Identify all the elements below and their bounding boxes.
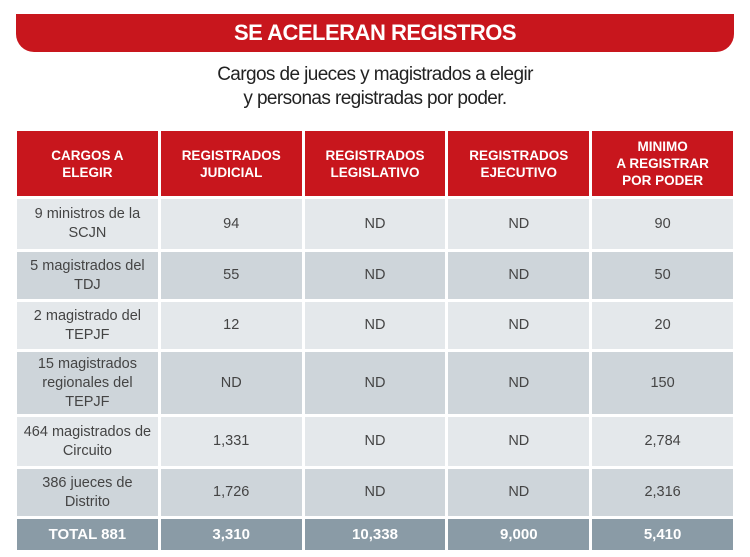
value-cell: 90: [592, 199, 733, 249]
table-row: 15 magistrados regionales del TEPJF ND ND N…: [17, 352, 733, 414]
value-cell: 50: [592, 252, 733, 299]
table-row: 9 ministros de la SCJN 94 ND ND 90: [17, 199, 733, 249]
value-cell: ND: [304, 469, 446, 516]
value-cell: ND: [448, 199, 590, 249]
header-legislativo: REGISTRADOS LEGISLATIVO: [304, 131, 446, 196]
value-cell: 2,316: [592, 469, 733, 516]
header-minimo: MINIMO A REGISTRAR POR PODER: [592, 131, 733, 196]
data-table: CARGOS A ELEGIR REGISTRADOS JUDICIAL REGISTR…: [14, 128, 736, 553]
cargo-cell: 15 magistrados regionales del TEPJF: [17, 352, 158, 414]
value-cell: ND: [448, 252, 590, 299]
value-cell: ND: [304, 417, 446, 466]
subtitle-line: Cargos de jueces y magistrados a elegir: [217, 64, 533, 85]
value-cell: ND: [304, 252, 446, 299]
value-cell: 1,726: [160, 469, 302, 516]
value-cell: ND: [304, 302, 446, 349]
value-cell: 2,784: [592, 417, 733, 466]
header-ejecutivo: REGISTRADOS EJECUTIVO: [448, 131, 590, 196]
total-value: 5,410: [592, 519, 733, 550]
subtitle: Cargos de jueces y magistrados a elegir …: [0, 63, 750, 111]
value-cell: 150: [592, 352, 733, 414]
value-cell: 94: [160, 199, 302, 249]
total-value: 10,338: [304, 519, 446, 550]
cargo-cell: 5 magistrados del TDJ: [17, 252, 158, 299]
cargo-cell: 386 jueces de Distrito: [17, 469, 158, 516]
value-cell: ND: [448, 417, 590, 466]
value-cell: ND: [448, 352, 590, 414]
table-row: 5 magistrados del TDJ 55 ND ND 50: [17, 252, 733, 299]
total-row: TOTAL 881 3,310 10,338 9,000 5,410: [17, 519, 733, 550]
cargo-cell: 9 ministros de la SCJN: [17, 199, 158, 249]
cargo-cell: 2 magistrado del TEPJF: [17, 302, 158, 349]
value-cell: ND: [304, 199, 446, 249]
total-value: 3,310: [160, 519, 302, 550]
title-banner: SE ACELERAN REGISTROS: [16, 14, 734, 52]
value-cell: 55: [160, 252, 302, 299]
subtitle-line: y personas registradas por poder.: [243, 88, 507, 109]
table-row: 464 magistrados de Circuito 1,331 ND ND 2,78…: [17, 417, 733, 466]
cargo-cell: 464 magistrados de Circuito: [17, 417, 158, 466]
value-cell: 12: [160, 302, 302, 349]
table-row: 386 jueces de Distrito 1,726 ND ND 2,316: [17, 469, 733, 516]
table-row: 2 magistrado del TEPJF 12 ND ND 20: [17, 302, 733, 349]
header-row: CARGOS A ELEGIR REGISTRADOS JUDICIAL REGISTR…: [17, 131, 733, 196]
value-cell: ND: [448, 302, 590, 349]
value-cell: 1,331: [160, 417, 302, 466]
total-value: 9,000: [448, 519, 590, 550]
header-cargos: CARGOS A ELEGIR: [17, 131, 158, 196]
value-cell: ND: [304, 352, 446, 414]
header-judicial: REGISTRADOS JUDICIAL: [160, 131, 302, 196]
total-label: TOTAL 881: [17, 519, 158, 550]
value-cell: 20: [592, 302, 733, 349]
value-cell: ND: [160, 352, 302, 414]
value-cell: ND: [448, 469, 590, 516]
title: SE ACELERAN REGISTROS: [233, 20, 517, 45]
